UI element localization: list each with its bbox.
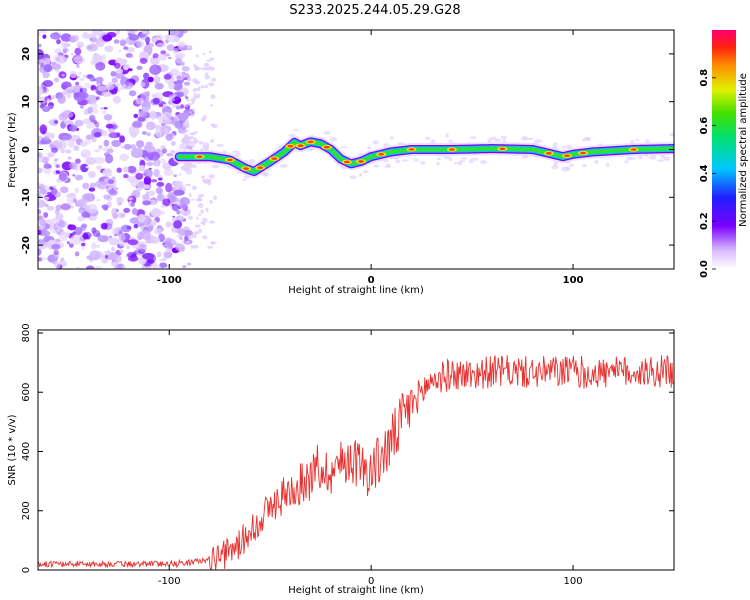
colorbar-tick-label: 0.8 <box>699 69 710 87</box>
spectrogram-x-ticks: -100 0 100 <box>157 30 584 286</box>
colorbar-tick-label: 0.0 <box>699 260 710 278</box>
ridge-hotspot-core <box>545 152 552 155</box>
ridge-hotspot-core <box>226 158 233 162</box>
snr-y-axis-label: SNR (10 * v/v) <box>7 414 18 485</box>
spectrogram-y-tick-label: 20 <box>21 47 32 61</box>
spectrogram-y-tick-label: -20 <box>21 236 32 254</box>
ridge-hotspot-core <box>499 147 506 151</box>
ridge-hotspot-core <box>287 144 294 148</box>
ridge-hotspot-core <box>257 166 264 169</box>
spectrogram-ridge <box>172 135 674 178</box>
ridge-hotspot-core <box>630 148 637 151</box>
spectrogram-y-tick-label: 10 <box>21 95 32 109</box>
snr-y-tick-label: 600 <box>21 383 32 402</box>
colorbar-gradient <box>712 30 736 269</box>
ridge-hotspot-core <box>343 160 350 164</box>
snr-content <box>38 355 674 570</box>
snr-x-ticks: -100 0 100 <box>158 330 583 587</box>
figure-title: S233.2025.244.05.29.G28 <box>289 3 460 18</box>
snr-panel: -100 0 100 0 200 400 600 800 Height of straigh… <box>7 323 675 596</box>
spectrogram-x-tick-label: -100 <box>157 275 182 286</box>
spectrogram-y-tick-label: 0 <box>21 146 32 153</box>
ridge-hotspot-core <box>564 154 570 157</box>
spectrogram-content <box>38 30 674 269</box>
ridge-hotspot-core <box>271 157 278 160</box>
snr-x-tick-label: 100 <box>564 576 583 587</box>
colorbar-tick-label: 0.6 <box>699 117 710 135</box>
ridge-hotspot-core <box>448 148 455 151</box>
spectrogram-y-ticks: -20 -10 0 10 20 <box>21 47 674 254</box>
snr-x-tick-label: 0 <box>368 576 374 587</box>
ridge-hotspot-core <box>297 144 304 147</box>
colorbar-tick-label: 0.4 <box>699 165 710 183</box>
snr-y-tick-label: 0 <box>21 567 32 573</box>
spectrogram-x-tick-label: 100 <box>563 275 584 286</box>
spectrogram-x-axis-label: Height of straight line (km) <box>288 285 424 296</box>
snr-y-tick-label: 200 <box>21 501 32 520</box>
snr-y-tick-label: 400 <box>21 442 32 461</box>
ridge-hotspot-core <box>323 145 330 149</box>
spectrogram-noise <box>38 30 674 269</box>
snr-y-tick-label: 800 <box>21 323 32 342</box>
colorbar-label: Normalized spectral amplitude <box>738 73 749 227</box>
spectrogram-y-axis-label: Frequency (Hz) <box>7 112 18 188</box>
spectrogram-x-tick-label: 0 <box>368 275 375 286</box>
snr-x-tick-label: -100 <box>158 576 181 587</box>
ridge-hotspot-core <box>358 160 364 163</box>
ridge-hotspot-core <box>243 167 249 170</box>
snr-frame <box>37 329 675 571</box>
ridge-hotspot-core <box>307 140 314 144</box>
ridge-hotspot-core <box>378 153 385 156</box>
ridge-hotspot-core <box>196 155 203 158</box>
colorbar: 0.0 0.2 0.4 0.6 0.8 Normalized spectral ampl… <box>699 30 749 278</box>
ridge-hotspot-core <box>408 148 415 151</box>
spectrogram-y-tick-label: -10 <box>21 188 32 206</box>
colorbar-tick-label: 0.2 <box>699 212 710 230</box>
snr-series-line <box>38 355 674 570</box>
colorbar-ticks: 0.0 0.2 0.4 0.6 0.8 <box>699 69 716 278</box>
snr-y-ticks: 0 200 400 600 800 <box>21 323 674 573</box>
snr-x-axis-label: Height of straight line (km) <box>288 585 424 596</box>
ridge-hotspot-core <box>580 151 587 155</box>
